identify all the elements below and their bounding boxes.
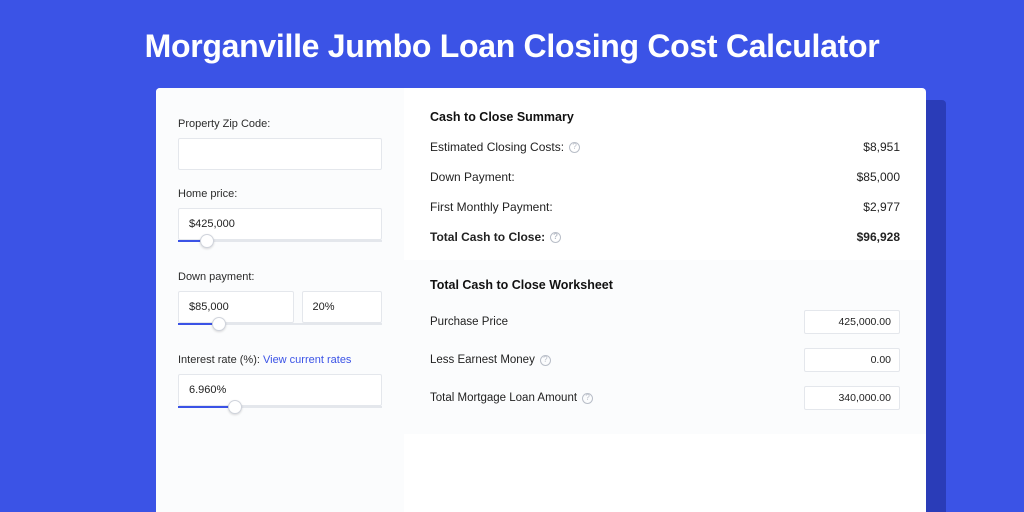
view-rates-link[interactable]: View current rates bbox=[263, 354, 351, 366]
summary-value: $85,000 bbox=[857, 170, 900, 184]
home-price-field: Home price: bbox=[178, 188, 382, 253]
zip-label: Property Zip Code: bbox=[178, 118, 382, 130]
worksheet-input[interactable] bbox=[804, 386, 900, 410]
summary-label: Estimated Closing Costs: bbox=[430, 140, 564, 154]
summary-title: Cash to Close Summary bbox=[430, 110, 900, 124]
home-price-slider[interactable] bbox=[178, 239, 382, 253]
down-payment-input[interactable] bbox=[178, 291, 294, 323]
summary-value: $96,928 bbox=[857, 230, 900, 244]
page-title: Morganville Jumbo Loan Closing Cost Calc… bbox=[0, 0, 1024, 65]
inputs-panel: Property Zip Code: Home price: Down paym… bbox=[156, 88, 404, 512]
summary-value: $8,951 bbox=[863, 140, 900, 154]
down-payment-slider[interactable] bbox=[178, 322, 382, 336]
summary-row-down-payment: Down Payment: $85,000 bbox=[430, 170, 900, 184]
summary-label: Down Payment: bbox=[430, 170, 515, 184]
worksheet-label: Purchase Price bbox=[430, 316, 508, 328]
worksheet-section: Total Cash to Close Worksheet Purchase P… bbox=[404, 260, 926, 434]
worksheet-row-earnest-money: Less Earnest Money ? bbox=[430, 348, 900, 372]
help-icon[interactable]: ? bbox=[569, 142, 580, 153]
summary-label: Total Cash to Close: bbox=[430, 230, 545, 244]
summary-label: First Monthly Payment: bbox=[430, 200, 553, 214]
interest-rate-input[interactable] bbox=[178, 374, 382, 406]
help-icon[interactable]: ? bbox=[540, 355, 551, 366]
summary-row-first-monthly: First Monthly Payment: $2,977 bbox=[430, 200, 900, 214]
worksheet-row-mortgage-amount: Total Mortgage Loan Amount ? bbox=[430, 386, 900, 410]
worksheet-input[interactable] bbox=[804, 310, 900, 334]
down-payment-label: Down payment: bbox=[178, 271, 382, 283]
worksheet-title: Total Cash to Close Worksheet bbox=[430, 278, 900, 292]
zip-field: Property Zip Code: bbox=[178, 118, 382, 170]
summary-row-closing-costs: Estimated Closing Costs: ? $8,951 bbox=[430, 140, 900, 154]
summary-row-total: Total Cash to Close: ? $96,928 bbox=[430, 230, 900, 244]
interest-rate-field: Interest rate (%): View current rates bbox=[178, 354, 382, 419]
down-payment-pct-input[interactable] bbox=[302, 291, 382, 323]
down-payment-field: Down payment: bbox=[178, 271, 382, 336]
interest-rate-slider[interactable] bbox=[178, 405, 382, 419]
home-price-label: Home price: bbox=[178, 188, 382, 200]
help-icon[interactable]: ? bbox=[550, 232, 561, 243]
slider-thumb[interactable] bbox=[200, 234, 214, 248]
worksheet-input[interactable] bbox=[804, 348, 900, 372]
summary-value: $2,977 bbox=[863, 200, 900, 214]
zip-input[interactable] bbox=[178, 138, 382, 170]
results-panel: Cash to Close Summary Estimated Closing … bbox=[404, 88, 926, 512]
calculator-card: Property Zip Code: Home price: Down paym… bbox=[156, 88, 926, 512]
slider-thumb[interactable] bbox=[228, 400, 242, 414]
interest-rate-label: Interest rate (%): View current rates bbox=[178, 354, 382, 366]
help-icon[interactable]: ? bbox=[582, 393, 593, 404]
worksheet-label: Less Earnest Money bbox=[430, 354, 535, 366]
interest-rate-label-text: Interest rate (%): bbox=[178, 354, 260, 366]
slider-fill bbox=[178, 406, 235, 408]
worksheet-row-purchase-price: Purchase Price bbox=[430, 310, 900, 334]
worksheet-label: Total Mortgage Loan Amount bbox=[430, 392, 577, 404]
slider-thumb[interactable] bbox=[212, 317, 226, 331]
